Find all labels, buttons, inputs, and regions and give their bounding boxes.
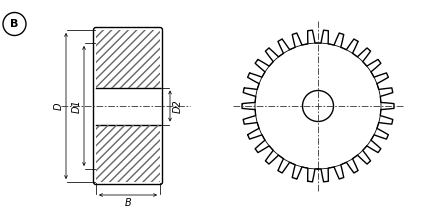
Bar — [96, 30, 160, 88]
Text: B: B — [10, 19, 19, 29]
Text: D: D — [54, 102, 64, 110]
FancyBboxPatch shape — [93, 28, 163, 184]
Text: D2: D2 — [173, 99, 183, 113]
Text: D1: D1 — [72, 99, 82, 113]
Text: B: B — [125, 198, 131, 208]
Bar — [96, 124, 160, 182]
